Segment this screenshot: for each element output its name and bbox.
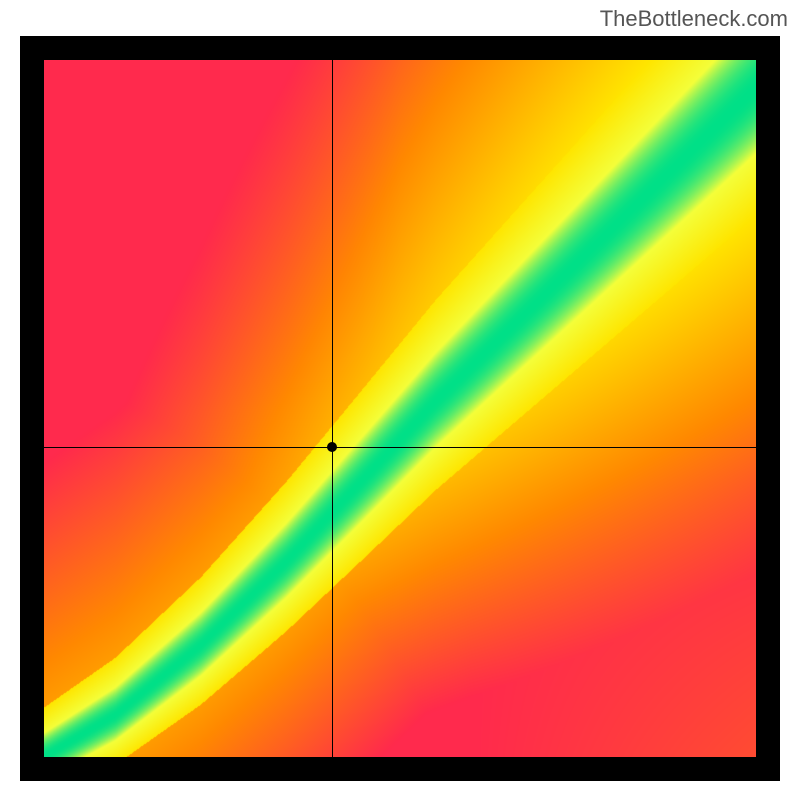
crosshair-horizontal — [44, 447, 756, 448]
plot-frame — [20, 36, 780, 781]
watermark-text: TheBottleneck.com — [600, 6, 788, 32]
bottleneck-heatmap — [44, 60, 756, 757]
plot-area — [44, 60, 756, 757]
marker-dot — [327, 442, 337, 452]
crosshair-vertical — [332, 60, 333, 757]
